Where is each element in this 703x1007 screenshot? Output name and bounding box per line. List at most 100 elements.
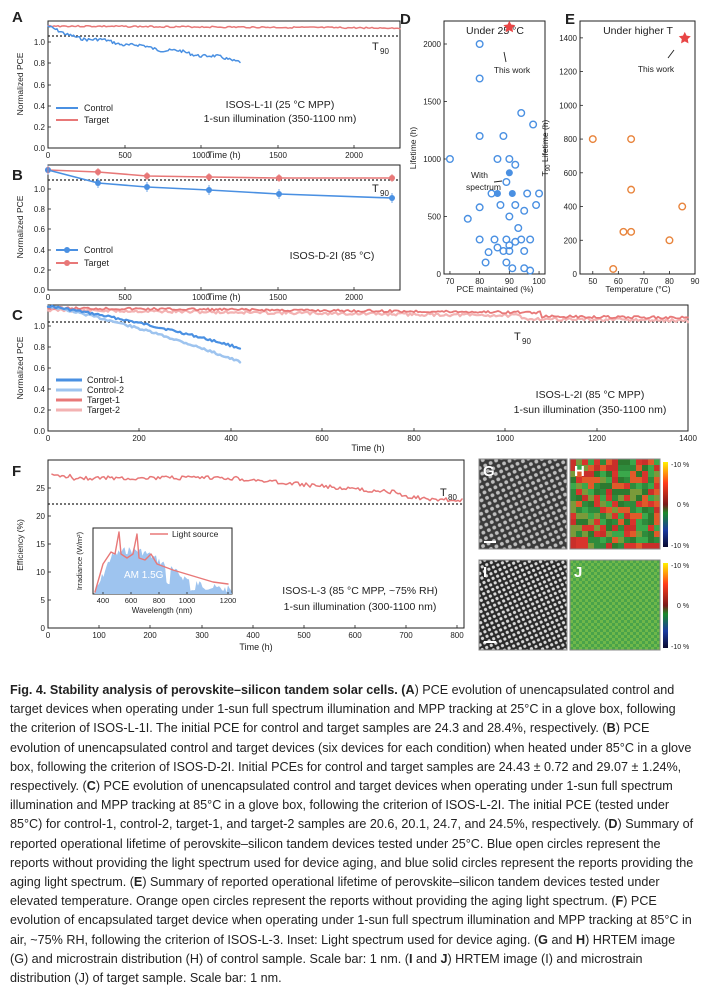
open-data-point [511,200,520,209]
x-axis-tick-label: 100 [92,631,106,640]
y-axis-tick-label: 0.2 [34,123,46,132]
scaleH-colorbar [663,462,668,547]
caption-segment: Fig. 4. Stability analysis of perovskite… [10,683,406,697]
target-2-series-line [46,307,690,324]
legend-control: Control [84,103,113,113]
x-axis-tick-label: 200 [132,434,146,443]
inset-x-axis-title: Wavelength (nm) [132,606,193,615]
open-data-point [475,203,484,212]
legend-marker [64,247,70,253]
caption-segment: I [408,951,413,966]
colorbar-label: 0 % [677,502,689,509]
caption-segment: ) HRTEM image (I) and microstrain distri… [10,951,643,986]
x-axis-tick-label: 800 [407,434,421,443]
t90-label: T [372,183,379,195]
panel-title: Under higher T [603,25,673,37]
caption-segment: E [133,875,143,890]
x-axis-tick-label: 0 [46,293,51,302]
legend-control: Control [84,245,113,255]
x-axis-tick-label: 300 [195,631,209,640]
open-data-point [609,264,618,273]
open-data-point [514,223,523,232]
annotation-arrow [503,51,507,63]
open-data-point [535,189,544,198]
x-axis-tick-label: 400 [224,434,238,443]
y-axis-tick-label: 0 [41,624,46,633]
y-axis-tick-label: 800 [564,135,578,144]
am15g-label: AM 1.5G [124,570,164,581]
x-axis-tick-label: 200 [143,631,157,640]
x-axis-title: Time (h) [351,443,384,453]
open-data-point [499,131,508,140]
y-axis-tick-label: 0.4 [34,385,46,394]
legend-marker [64,260,70,266]
open-data-point [526,235,535,244]
caption-segment: ) Summary of reported operational lifeti… [10,817,694,890]
legend-target: Target [84,258,110,268]
x-axis-tick-label: 500 [118,151,132,160]
open-data-point [520,246,529,255]
x-axis-tick-label: 80 [665,277,674,286]
x-axis-tick-label: 800 [450,631,464,640]
target-1-series-line [47,306,689,320]
inset-legend-light-source: Light source [172,529,219,539]
x-axis-title: Time (h) [207,150,240,160]
panel-subtitle: 1-sun illumination (300-1100 nm) [284,601,437,613]
control-2-series-line [46,305,242,364]
x-axis-tick-label: 2000 [345,151,363,160]
legend-target: Target [84,115,110,125]
scaleJ-colorbar [663,563,668,648]
y-axis-tick-label: 0.4 [34,246,46,255]
x-axis-tick-label: 0 [46,434,51,443]
open-data-point [588,135,597,144]
plot-frame [579,20,696,275]
caption-segment: and [547,932,576,947]
open-data-point [523,189,532,198]
x-axis-tick-label: 70 [639,277,648,286]
panel-subtitle: 1-sun illumination (350-1100 nm) [514,404,667,416]
panel-label: H [574,463,585,480]
open-data-point [490,235,499,244]
x-axis-tick-label: 1500 [269,151,287,160]
y-axis-tick-label: 25 [36,484,45,493]
target-series-line [47,169,393,179]
caption-segment: G [538,932,548,947]
y-axis-tick-label: 5 [41,596,46,605]
caption-segment: J [440,951,448,966]
inset-y-axis-title: Irradiance (W/m²) [75,531,84,590]
caption-segment: D [608,817,618,832]
this-work-star [678,31,691,44]
legend-target-2: Target-2 [87,405,120,415]
panel-label: E [565,11,575,28]
y-axis-tick-label: 2000 [423,40,441,49]
plot-frame [47,164,401,291]
open-data-point [463,214,472,223]
x-axis-tick-label: 90 [691,277,700,286]
x-axis-tick-label: 1000 [192,151,210,160]
microstrain-map-control [570,459,660,549]
colorbar-label: 0 % [677,603,689,610]
y-axis-tick-label: 1.0 [34,185,46,194]
y-axis-tick-label: 0.6 [34,225,46,234]
x-axis-tick-label: 0 [46,151,51,160]
y-axis-tick-label: 0.4 [34,102,46,111]
open-data-point [627,135,636,144]
colorbar-label: -10 % [671,462,689,469]
light-source-series-line [94,531,229,593]
y-axis-tick-label: 1500 [423,98,441,107]
panel-label: C [12,307,23,324]
y-axis-tick-label: 400 [564,203,578,212]
x-axis-tick-label: 0 [46,631,51,640]
t90-label: T [514,331,521,343]
y-axis-tick-label: 0 [437,270,442,279]
open-data-point [496,200,505,209]
y-axis-title: Normalized PCE [15,336,25,399]
panel-title: Under 25 °C [466,25,524,37]
x-axis-tick-label: 1000 [496,434,514,443]
caption-segment: and [412,951,441,966]
plot-frame [47,20,401,149]
open-data-point [532,200,541,209]
y-axis-tick-label: 10 [36,568,45,577]
this-work-star [503,20,516,33]
open-data-point [493,243,502,252]
